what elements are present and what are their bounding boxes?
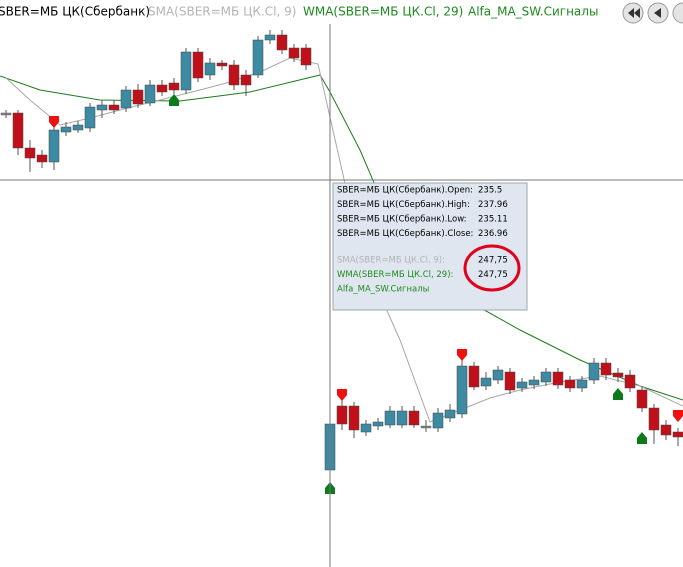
candle-body xyxy=(408,410,420,426)
candle-body xyxy=(672,431,683,438)
candle-body xyxy=(396,410,408,426)
tooltip-label: WMA(SBER=МБ ЦК.Cl, 29): xyxy=(337,270,453,280)
tooltip: SBER=МБ ЦК(Сбербанк).Open: 235.5 SBER=МБ Ц… xyxy=(332,182,528,311)
candle-body xyxy=(336,405,348,425)
tooltip-value: 247,75 xyxy=(478,256,508,266)
candle-body xyxy=(12,112,24,149)
candle-body xyxy=(588,362,600,381)
sell-signal xyxy=(49,116,59,128)
candle-body xyxy=(132,89,144,105)
highlight-circle xyxy=(463,244,521,292)
tooltip-label: SBER=МБ ЦК(Сбербанк).Open: xyxy=(337,186,473,196)
candle-body xyxy=(504,371,516,391)
legend-item: SBER=МБ ЦК(Сбербанк) xyxy=(0,5,150,19)
candle-body xyxy=(516,381,528,389)
sma-line xyxy=(5,57,683,423)
candle-body xyxy=(180,51,192,91)
nav-buttons xyxy=(622,2,683,24)
sell-signal xyxy=(457,349,467,361)
candle-body xyxy=(300,47,312,66)
legend-item: Alfa_MA_SW.Сигналы xyxy=(468,5,598,19)
candle-body xyxy=(648,407,660,431)
buy-signal xyxy=(169,94,179,106)
tooltip-value: 247,75 xyxy=(478,270,508,280)
candle-body xyxy=(36,154,48,163)
candle-body xyxy=(252,39,264,76)
candle-body xyxy=(624,374,636,389)
candle-body xyxy=(612,372,624,378)
candle-body xyxy=(48,129,60,163)
candle-body xyxy=(660,424,672,436)
candle-body xyxy=(552,371,564,386)
candle-body xyxy=(432,412,444,429)
candle-body xyxy=(480,377,492,387)
candle-body xyxy=(24,147,36,159)
buy-signal xyxy=(613,388,623,400)
candle-body xyxy=(372,421,384,427)
candle-body xyxy=(576,379,588,389)
tooltip-label: SBER=МБ ЦК(Сбербанк).Low: xyxy=(337,215,467,225)
candle-body xyxy=(600,362,612,376)
tooltip-rows: SBER=МБ ЦК(Сбербанк).Open: 235.5 SBER=МБ Ц… xyxy=(337,186,508,295)
candle-body xyxy=(564,379,576,389)
candle-body xyxy=(228,64,240,86)
tooltip-value: 235.5 xyxy=(478,186,502,196)
tooltip-value: 235.11 xyxy=(478,215,508,225)
candle-body xyxy=(360,423,372,433)
tooltip-label: Alfa_MA_SW.Сигналы xyxy=(337,285,429,295)
candle-body xyxy=(156,84,168,93)
candle-body xyxy=(528,379,540,386)
tooltip-label: SBER=МБ ЦК(Сбербанк).High: xyxy=(337,200,470,210)
sell-signal xyxy=(673,410,683,422)
candle-body xyxy=(540,371,552,383)
buy-signal xyxy=(637,432,647,444)
candle-body xyxy=(204,62,216,76)
candle-body xyxy=(192,51,204,79)
tooltip-value: 236.96 xyxy=(478,229,508,239)
candle-body xyxy=(108,104,120,111)
candle-body xyxy=(492,369,504,381)
candle-body xyxy=(384,410,396,426)
candle-body xyxy=(120,89,132,109)
candle-body xyxy=(72,124,84,131)
candle-body xyxy=(288,47,300,59)
candle-body xyxy=(420,425,432,429)
tooltip-value: 237.96 xyxy=(478,200,508,210)
candle-body xyxy=(144,84,156,104)
candle-body xyxy=(240,74,252,86)
candle-body xyxy=(468,365,480,388)
candle-body xyxy=(0,112,12,116)
legend-item: WMA(SBER=МБ ЦК.Cl, 29) xyxy=(303,5,463,19)
nav-next[interactable] xyxy=(672,2,683,24)
candle-body xyxy=(456,365,468,415)
candle-body xyxy=(444,409,456,419)
nav-first[interactable] xyxy=(622,2,644,24)
nav-prev[interactable] xyxy=(647,2,669,24)
candle-body xyxy=(84,106,96,129)
tooltip-label: SBER=МБ ЦК(Сбербанк).Close: xyxy=(337,229,473,239)
candle-body xyxy=(96,104,108,111)
candle-body xyxy=(264,34,276,41)
sell-signal xyxy=(337,389,347,401)
candle-body xyxy=(348,405,360,431)
candle-body xyxy=(168,82,180,91)
legend-item: SMA(SBER=МБ ЦК.Cl, 9) xyxy=(148,5,296,19)
legend: SBER=МБ ЦК(Сбербанк)SMA(SBER=МБ ЦК.Cl, 9… xyxy=(0,5,598,19)
candle-body xyxy=(636,389,648,409)
tooltip-label: SMA(SBER=МБ ЦК.Cl, 9): xyxy=(337,256,445,266)
candle-body xyxy=(276,34,288,51)
candle-body xyxy=(60,126,72,133)
candle-body xyxy=(216,62,228,67)
